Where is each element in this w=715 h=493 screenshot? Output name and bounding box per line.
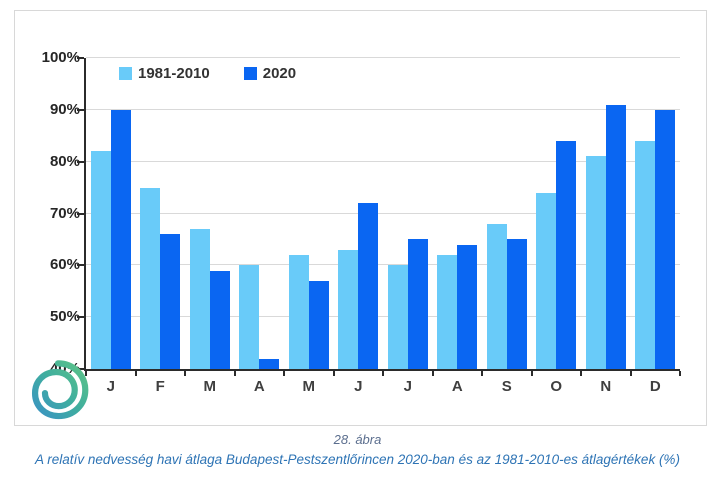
gridline-100	[86, 57, 680, 58]
bar-2020-A4	[259, 358, 280, 369]
x-axis-label-2: F	[155, 378, 165, 395]
gridline-50	[86, 316, 680, 318]
y-axis-label-80: 80%	[49, 152, 80, 170]
bar-1981-2010-J1	[90, 151, 111, 369]
bar-1981-2010-A4	[239, 265, 260, 369]
x-axis-tick-9	[530, 371, 533, 376]
bar-group-11: N	[581, 58, 631, 395]
bar-1981-2010-O10	[536, 192, 557, 369]
gridline-70	[86, 212, 680, 214]
bar-1981-2010-A8	[437, 254, 458, 369]
legend-item-1981-2010: 1981-2010	[119, 65, 210, 82]
y-axis-label-90: 90%	[49, 100, 80, 118]
x-axis-tick-1	[134, 371, 137, 376]
x-axis-label-10: O	[550, 378, 563, 395]
bar-group-6: J	[334, 58, 384, 395]
met-swirl-logo	[31, 360, 89, 420]
bar-group-8: A	[433, 58, 483, 395]
y-axis-tick-50	[77, 316, 84, 319]
legend-label: 1981-2010	[138, 65, 210, 82]
figure-title: A relatív nedvesség havi átlaga Budapest…	[35, 452, 680, 467]
x-axis-tick-0	[85, 371, 87, 376]
bar-2020-N11	[605, 104, 626, 369]
bar-2020-F2	[160, 234, 181, 369]
x-axis-tick-10	[580, 371, 582, 376]
x-axis-tick-11	[629, 371, 632, 376]
bar-1981-2010-N11	[585, 156, 606, 369]
bar-group-4: A	[235, 58, 285, 395]
x-axis-label-8: A	[451, 378, 463, 395]
x-axis-label-6: J	[354, 378, 363, 395]
bar-2020-S9	[506, 239, 527, 369]
chart-legend: 1981-2010 2020	[119, 65, 296, 82]
figure-caption: 28. ábra A relatív nedvesség havi átlaga…	[0, 432, 715, 467]
x-axis-label-7: J	[403, 378, 412, 395]
bar-1981-2010-M3	[189, 229, 210, 369]
y-axis-tick-90	[77, 108, 84, 111]
figure-number: 28. ábra	[333, 432, 382, 447]
legend-swatch-icon	[243, 67, 257, 80]
gridline-90	[86, 108, 680, 110]
x-axis-tick-3	[233, 371, 236, 376]
x-axis-label-9: S	[501, 378, 512, 395]
bar-group-12: D	[631, 58, 681, 395]
y-axis-label-100: 100%	[41, 49, 80, 66]
bar-1981-2010-M5	[288, 254, 309, 369]
x-axis-tick-4	[283, 371, 285, 376]
y-axis-tick-40	[77, 368, 84, 370]
figure-panel: 1981-2010 2020 100% 90% 80% 70% 60% 50% 40% J F M A…	[14, 10, 707, 426]
bar-1981-2010-J7	[387, 265, 408, 369]
x-axis-label-5: M	[302, 378, 316, 395]
x-axis-label-12: D	[649, 378, 661, 395]
x-axis-label-11: N	[600, 378, 612, 395]
y-axis-tick-60	[77, 264, 84, 267]
legend-item-2020: 2020	[243, 65, 297, 82]
bar-2020-J6	[358, 203, 379, 369]
bar-2020-J7	[407, 239, 428, 369]
bar-2020-A8	[457, 244, 478, 369]
bar-1981-2010-F2	[140, 187, 161, 369]
x-axis-tick-8	[481, 371, 483, 376]
x-axis-tick-12	[679, 371, 681, 376]
x-axis-tick-7	[431, 371, 434, 376]
legend-swatch-icon	[119, 67, 132, 80]
x-axis-tick-6	[382, 371, 384, 376]
bar-2020-J1	[110, 109, 131, 369]
gridline-80	[86, 160, 680, 162]
bar-2020-D12	[655, 109, 676, 369]
bar-group-7: J	[383, 58, 433, 395]
bar-1981-2010-S9	[486, 223, 507, 369]
y-axis-tick-80	[77, 160, 84, 163]
y-axis-tick-70	[77, 212, 84, 215]
x-axis-tick-5	[332, 371, 335, 376]
bar-1981-2010-J6	[338, 249, 359, 369]
x-axis-label-4: A	[253, 378, 265, 395]
y-axis-label-50: 50%	[49, 308, 80, 326]
y-axis-label-70: 70%	[49, 204, 80, 222]
bar-2020-M5	[308, 280, 329, 369]
gridline-60	[86, 264, 680, 266]
bar-2020-M3	[209, 270, 230, 369]
y-axis-tick-100	[77, 57, 84, 59]
legend-label: 2020	[262, 65, 297, 82]
x-axis-label-1: J	[106, 378, 115, 395]
bar-2020-O10	[556, 140, 577, 369]
bar-group-2: F	[136, 58, 186, 395]
bar-group-5: M	[284, 58, 334, 395]
plot-area: 100% 90% 80% 70% 60% 50% 40% J F M A M J J A S O N D	[42, 50, 681, 395]
bar-group-1: J	[86, 58, 136, 395]
bar-group-9: S	[482, 58, 532, 395]
bar-group-3: M	[185, 58, 235, 395]
x-axis-tick-2	[184, 371, 186, 376]
bar-1981-2010-D12	[635, 140, 656, 369]
x-axis-label-3: M	[203, 378, 217, 395]
y-axis-label-60: 60%	[49, 256, 80, 274]
bar-group-10: O	[532, 58, 582, 395]
